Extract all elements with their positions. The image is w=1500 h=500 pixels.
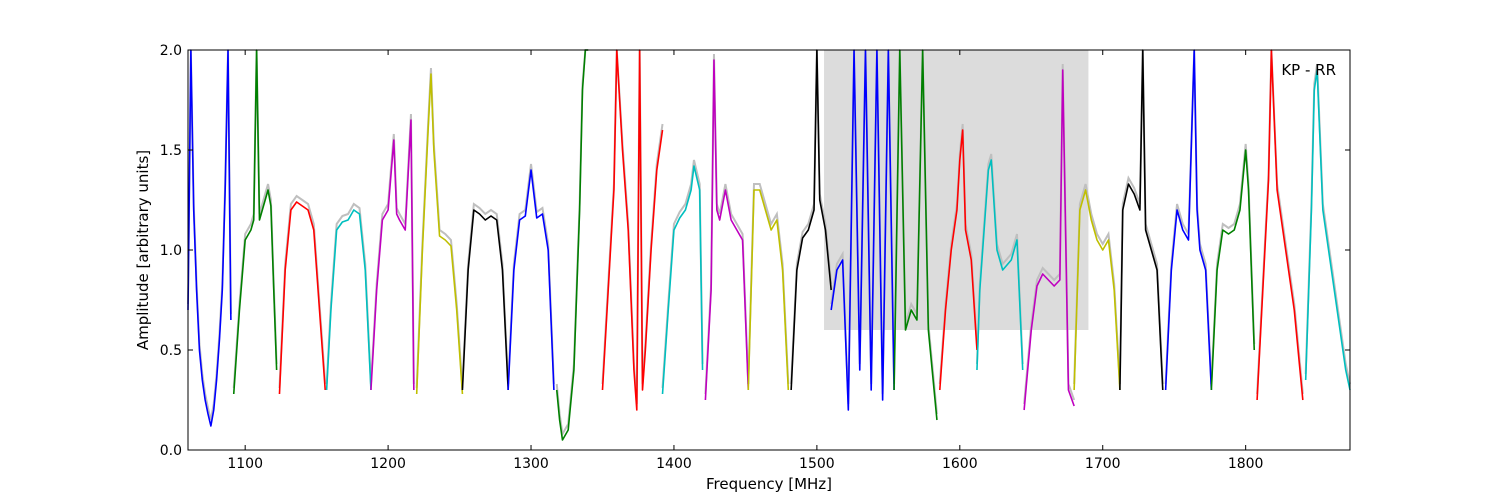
series-line bbox=[555, 49, 589, 441]
x-tick-label: 1500 bbox=[799, 456, 835, 472]
x-tick-label: 1800 bbox=[1228, 456, 1264, 472]
series-line bbox=[1210, 149, 1256, 391]
y-tick-label: 0.5 bbox=[160, 343, 182, 359]
x-tick-label: 1400 bbox=[656, 456, 692, 472]
series-line bbox=[370, 119, 415, 391]
series-line bbox=[461, 209, 509, 391]
series-line bbox=[601, 49, 664, 411]
series-line bbox=[1256, 49, 1304, 401]
y-tick-label: 1.0 bbox=[160, 243, 182, 259]
series-line bbox=[1164, 49, 1213, 391]
series-line bbox=[325, 209, 372, 391]
x-tick-label: 1700 bbox=[1085, 456, 1121, 472]
series-line bbox=[704, 59, 750, 401]
series-line bbox=[939, 129, 978, 391]
series-line bbox=[187, 49, 232, 427]
x-axis-label: Frequency [MHz] bbox=[706, 475, 832, 493]
x-tick-label: 1300 bbox=[513, 456, 549, 472]
series-line bbox=[1023, 69, 1075, 411]
chart-annotation: KP - RR bbox=[1281, 61, 1336, 79]
series-line bbox=[1304, 69, 1351, 391]
y-tick-label: 2.0 bbox=[160, 43, 182, 59]
series-line bbox=[1073, 189, 1121, 391]
x-tick-label: 1100 bbox=[227, 456, 263, 472]
series-line bbox=[790, 49, 832, 391]
y-tick-label: 1.5 bbox=[160, 143, 182, 159]
y-axis-label: Amplitude [arbitrary units] bbox=[134, 150, 152, 350]
x-tick-label: 1200 bbox=[370, 456, 406, 472]
series-line bbox=[278, 201, 327, 395]
series-line bbox=[830, 49, 895, 411]
series-line bbox=[976, 159, 1024, 371]
series-line bbox=[415, 73, 464, 395]
y-tick-label: 0.0 bbox=[160, 443, 182, 459]
x-tick-label: 1600 bbox=[942, 456, 978, 472]
series-line bbox=[893, 49, 938, 421]
y-axis: 0.0 0.5 1.0 1.5 2.0 bbox=[160, 43, 1350, 459]
series-line bbox=[1119, 49, 1164, 391]
series-line bbox=[747, 189, 790, 391]
x-axis: 1100 1200 1300 1400 1500 1600 1700 1800 bbox=[227, 50, 1263, 472]
series-line bbox=[507, 169, 555, 391]
plot-area bbox=[188, 50, 1350, 450]
series-line bbox=[232, 49, 278, 395]
series-line bbox=[661, 165, 704, 395]
series-layer bbox=[187, 49, 1351, 441]
